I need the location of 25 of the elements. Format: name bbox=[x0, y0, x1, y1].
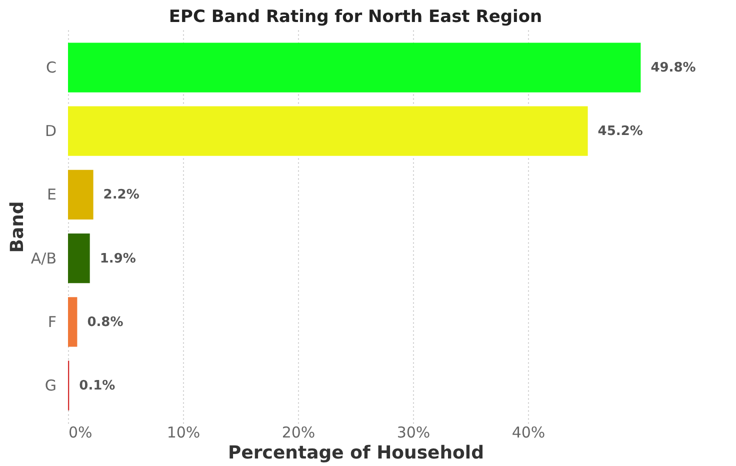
data-label: 2.2% bbox=[103, 188, 140, 203]
chart-title: EPC Band Rating for North East Region bbox=[168, 7, 542, 27]
bar bbox=[68, 170, 94, 220]
y-tick-label: G bbox=[44, 376, 56, 394]
y-tick-label: A/B bbox=[30, 249, 56, 268]
y-tick-label: E bbox=[47, 186, 56, 204]
y-tick-label: D bbox=[44, 122, 56, 140]
bar bbox=[68, 297, 78, 347]
y-axis-title: Band bbox=[6, 201, 28, 253]
x-tick-label: 20% bbox=[282, 424, 316, 442]
y-tick-label: C bbox=[46, 58, 56, 77]
x-tick-label: 30% bbox=[396, 424, 430, 442]
x-tick-label: 10% bbox=[166, 424, 200, 442]
data-label: 49.8% bbox=[650, 60, 696, 76]
bar bbox=[68, 233, 90, 284]
bar bbox=[68, 106, 588, 156]
data-label: 0.8% bbox=[87, 314, 124, 330]
data-label: 0.1% bbox=[79, 378, 116, 394]
x-tick-label: 40% bbox=[512, 424, 546, 442]
y-tick-label: F bbox=[48, 312, 56, 331]
x-axis-title: Percentage of Household bbox=[228, 442, 484, 464]
x-tick-label: 0% bbox=[68, 424, 92, 442]
bar bbox=[68, 42, 641, 92]
data-label: 45.2% bbox=[598, 124, 643, 140]
data-label: 1.9% bbox=[100, 251, 136, 266]
